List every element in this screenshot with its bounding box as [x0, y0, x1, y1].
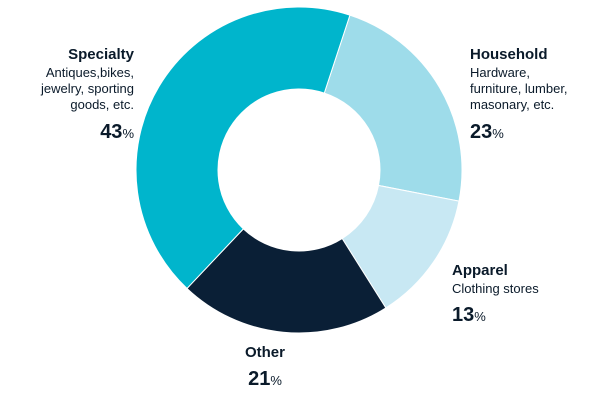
label-apparel-pct: 13%: [452, 303, 539, 328]
label-other: Other 21%: [230, 344, 300, 392]
label-specialty-desc-3: goods, etc.: [70, 97, 134, 113]
label-apparel-value: 13: [452, 304, 475, 326]
label-specialty-desc-1: Antiques,bikes,: [45, 64, 134, 80]
label-specialty-value: 43: [100, 120, 123, 143]
label-other-name: Other: [244, 344, 285, 361]
label-apparel-name: Apparel: [452, 262, 508, 279]
label-household-value: 23: [470, 120, 493, 143]
label-household-unit: %: [492, 125, 504, 141]
label-specialty-unit: %: [122, 125, 134, 141]
label-apparel: Apparel Clothing stores 13%: [452, 262, 539, 328]
label-specialty-name: Specialty: [68, 46, 134, 63]
label-household-desc-3: masonary, etc.: [470, 97, 555, 113]
label-household-desc-2: furniture, lumber,: [470, 81, 568, 96]
label-specialty-pct: 43%: [41, 120, 134, 145]
label-other-pct: 21%: [230, 367, 300, 392]
label-other-unit: %: [270, 372, 282, 388]
slice-specialty: [135, 6, 351, 290]
label-household-pct: 23%: [470, 120, 568, 145]
label-household: Household Hardware, furniture, lumber, m…: [470, 46, 568, 145]
label-other-value: 21: [248, 367, 271, 390]
label-specialty-desc-2: jewelry, sporting: [41, 81, 134, 96]
slice-other: [186, 228, 387, 334]
slice-household: [323, 14, 463, 202]
label-apparel-desc-1: Clothing stores: [452, 280, 539, 296]
label-apparel-unit: %: [474, 309, 486, 324]
label-household-desc-1: Hardware,: [470, 64, 530, 80]
label-household-name: Household: [470, 46, 548, 63]
label-specialty: Specialty Antiques,bikes, jewelry, sport…: [41, 46, 134, 145]
